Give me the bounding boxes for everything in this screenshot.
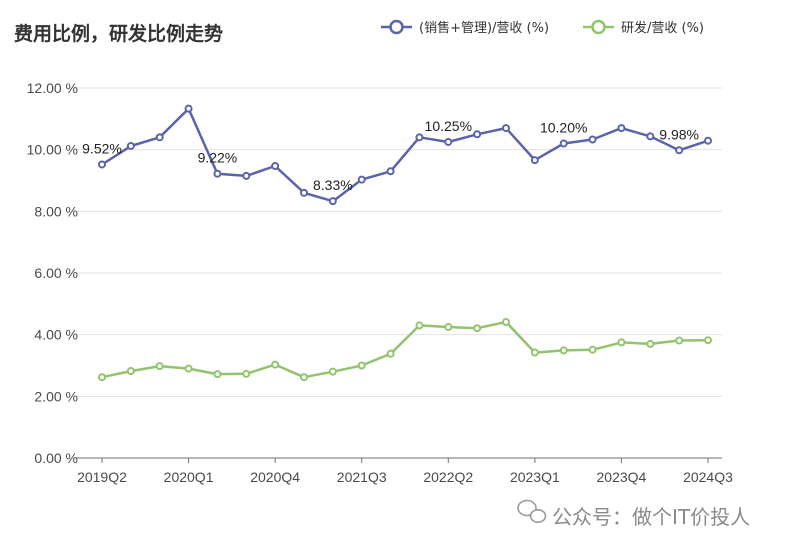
x-tick-label: 2022Q2 <box>423 469 473 485</box>
data-point-0[interactable] <box>328 197 337 206</box>
data-point-0[interactable] <box>530 156 539 165</box>
y-tick-label: 0.00 % <box>34 450 78 466</box>
legend: (销售+管理)/营收 (%) 研发/营收 (%) <box>381 19 704 36</box>
data-point-0[interactable] <box>242 171 251 180</box>
data-point-1[interactable] <box>646 339 655 348</box>
y-tick-label: 12.00 % <box>27 80 78 96</box>
data-label: 9.98% <box>659 126 699 142</box>
data-point-0[interactable] <box>559 139 568 148</box>
data-point-1[interactable] <box>473 324 482 333</box>
legend-marker-rd <box>591 19 606 35</box>
data-point-0[interactable] <box>646 132 655 141</box>
data-point-1[interactable] <box>98 373 106 382</box>
data-point-1[interactable] <box>155 362 164 371</box>
data-label: 10.20% <box>540 120 587 136</box>
data-point-0[interactable] <box>502 124 510 133</box>
x-tick-label: 2024Q3 <box>683 469 733 485</box>
data-point-0[interactable] <box>213 169 222 178</box>
data-point-0[interactable] <box>675 146 684 155</box>
data-point-1[interactable] <box>184 364 193 373</box>
data-point-1[interactable] <box>415 321 424 330</box>
data-point-0[interactable] <box>617 124 626 133</box>
legend-item-expense[interactable]: (销售+管理)/营收 (%) <box>381 19 549 36</box>
x-tick-label: 2023Q4 <box>597 469 647 485</box>
data-point-0[interactable] <box>444 137 453 146</box>
data-label: 9.22% <box>198 150 238 166</box>
legend-item-rd[interactable]: 研发/营收 (%) <box>583 19 704 36</box>
legend-marker-expense <box>389 19 404 35</box>
x-tick-label: 2019Q2 <box>77 469 127 485</box>
gridlines <box>74 87 722 397</box>
x-tick-label: 2021Q3 <box>337 469 387 485</box>
y-tick-label: 6.00 % <box>34 265 78 281</box>
legend-label-expense: (销售+管理)/营收 (%) <box>419 20 549 36</box>
data-point-1[interactable] <box>328 367 337 376</box>
data-label: 8.33% <box>313 177 353 193</box>
data-labels: 9.52% 9.22% 8.33% 10.25% 10.20% 9.98% <box>82 118 699 193</box>
wechat-icon <box>517 499 547 523</box>
data-point-1[interactable] <box>559 346 568 355</box>
watermark-text: 公众号：做个IT价投人 <box>552 505 750 529</box>
data-point-1[interactable] <box>617 338 626 347</box>
data-label: 10.25% <box>425 118 472 134</box>
data-point-0[interactable] <box>98 160 106 169</box>
y-tick-label: 10.00 % <box>27 142 78 158</box>
data-point-1[interactable] <box>444 322 453 331</box>
data-point-0[interactable] <box>271 162 280 171</box>
data-label: 9.52% <box>82 140 122 156</box>
x-tick-label: 2020Q1 <box>164 469 214 485</box>
watermark: 公众号：做个IT价投人 <box>517 499 750 529</box>
data-point-0[interactable] <box>300 188 308 197</box>
y-tick-label: 2.00 % <box>34 388 78 404</box>
data-point-1[interactable] <box>588 345 597 354</box>
x-tick-label: 2023Q1 <box>510 469 560 485</box>
data-point-0[interactable] <box>386 167 395 176</box>
data-point-0[interactable] <box>704 136 712 145</box>
data-point-1[interactable] <box>300 373 308 382</box>
legend-label-rd: 研发/营收 (%) <box>621 20 704 36</box>
series <box>98 104 712 382</box>
data-point-1[interactable] <box>357 361 366 370</box>
data-point-1[interactable] <box>530 348 539 357</box>
data-point-0[interactable] <box>415 133 424 142</box>
data-point-0[interactable] <box>184 104 193 113</box>
data-point-1[interactable] <box>213 370 222 379</box>
data-point-1[interactable] <box>704 336 712 345</box>
series-line-0 <box>101 107 709 203</box>
data-point-0[interactable] <box>155 133 164 142</box>
y-tick-label: 8.00 % <box>34 203 78 219</box>
data-point-0[interactable] <box>357 175 366 184</box>
series-line-1 <box>101 320 709 379</box>
data-point-0[interactable] <box>588 135 597 144</box>
x-tick-label: 2020Q4 <box>250 469 300 485</box>
y-axis: 0.00 % 2.00 % 4.00 % 6.00 % 8.00 % 10.00 % 12.… <box>27 80 78 466</box>
data-point-1[interactable] <box>271 360 280 369</box>
data-point-1[interactable] <box>242 369 251 378</box>
data-point-1[interactable] <box>502 318 510 327</box>
x-axis: 2019Q2 2020Q1 2020Q4 2021Q3 2022Q2 2023Q1 2023… <box>74 457 733 485</box>
data-point-1[interactable] <box>675 336 684 345</box>
y-tick-label: 4.00 % <box>34 327 78 343</box>
chart-title: 费用比例，研发比例走势 <box>14 22 223 45</box>
data-point-0[interactable] <box>126 141 135 150</box>
data-point-1[interactable] <box>126 367 135 376</box>
data-point-1[interactable] <box>386 349 395 358</box>
data-point-0[interactable] <box>473 130 482 139</box>
